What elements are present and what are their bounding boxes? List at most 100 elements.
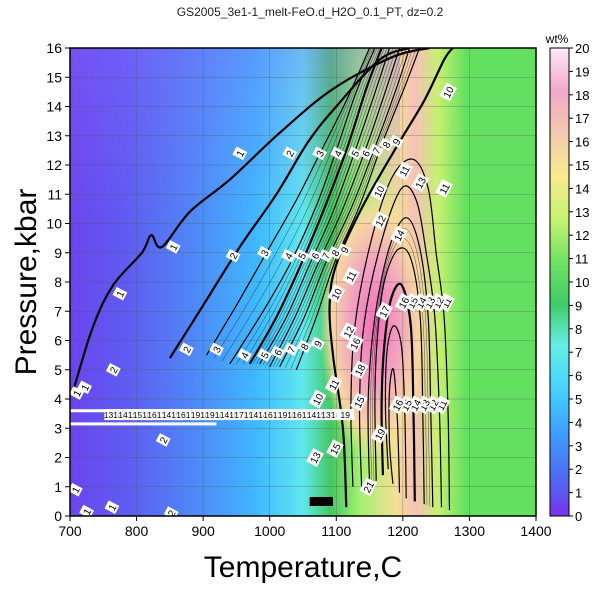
contour-label-box [359,477,378,497]
artifact-label: 1415 [220,410,239,420]
artifact-label: 1617 [176,410,195,420]
contour-label: 8 [327,246,343,260]
contour-label-text: 6 [361,149,374,159]
contour-label-box [370,181,388,201]
contour-label: 4 [236,348,253,362]
contour-label-box [371,211,390,231]
contour-line-10 [328,48,454,508]
artifact-block [309,496,333,506]
contour-label-text: 13 [414,175,429,190]
contour-label-box [179,342,194,357]
contour-minor-line [262,48,394,366]
contour-label: 4 [280,248,296,263]
contour-label: 12 [371,211,390,231]
contour-label-box [209,342,224,357]
contour-line-11 [350,158,451,511]
contour-label-box [403,293,422,312]
artifact-label: 1415 [162,410,181,420]
contour-label-box [388,134,404,149]
y-tick-label: 8 [54,274,62,290]
contour-label: 1 [77,380,92,395]
contour-label-box [236,348,252,362]
contour-label-box [225,248,241,263]
contour-minor-line [256,48,388,365]
contour-label-box [358,146,374,161]
contour-label: 6 [358,146,374,161]
contour-label-box [163,506,179,516]
contour-label-text: 10 [373,184,388,199]
contour-label-text: 21 [362,480,377,495]
contour-label-text: 1 [235,149,248,159]
x-tick-label: 700 [58,523,82,539]
contour-labels: 1111111122222233344455566677788899910101… [70,82,457,518]
contour-label-text: 4 [240,350,253,360]
contour-label: 15 [350,392,368,412]
artifact-label-box [191,409,210,421]
contour-label: 2 [179,342,195,357]
artifact-label-box [292,409,311,421]
contour-line-6 [259,48,391,365]
x-tick-label: 1100 [321,523,351,539]
y-tick-label: 6 [54,333,62,349]
contour-label-text: 1 [107,502,120,512]
contour-label-box [256,246,272,260]
contour-label: 1 [232,146,248,161]
contour-label-box [350,392,368,412]
contour-label: 18 [350,360,369,380]
artifact-label-box [176,409,195,421]
y-tick-label: 11 [47,186,62,202]
contour-label-text: 19 [373,427,388,442]
y-tick-label: 10 [46,216,62,232]
contour-label: 16 [346,333,364,353]
contour-label-box [327,284,346,304]
contour-label-text: 13 [309,450,324,465]
contour-minor-line [221,48,374,362]
artifact-label: 1719 [234,410,253,420]
contour-label: 2 [163,506,179,518]
contour-label-box [388,395,407,415]
contour-label-box [347,146,363,161]
contour-label-box [70,482,83,497]
colorbar-tick-label: 1 [575,486,582,501]
x-tick-label: 800 [125,523,149,539]
x-axis: 700 800 900 1000 1100 1200 1300 1400 [58,516,552,539]
colorbar-tick-label: 9 [575,298,582,313]
contour-label-text: 2 [182,345,195,355]
contour-label-text: 2 [166,508,179,518]
colorbar-tick-label: 8 [575,322,582,337]
contour-label-text: 5 [350,149,363,159]
artifact-label: 1415 [307,410,326,420]
artifact-band: 1318141915181617141516171918191414151719… [70,409,355,506]
contour-line-4 [229,48,376,365]
contour-label-box [439,82,457,102]
contour-label-text: 16 [349,336,364,351]
contour-label-box [155,433,171,447]
contour-label-text: 8 [381,140,394,150]
colorbar-tick-label: 13 [575,205,589,220]
contour-label: 10 [327,284,346,304]
contour-line-17 [388,368,401,493]
artifact-label-box [147,409,166,421]
artifact-label-box [118,409,137,421]
y-tick-label: 2 [54,450,62,466]
contour-label-text: 10 [442,85,457,100]
contour-label: 1 [112,286,128,301]
contour-label: 9 [336,243,352,257]
contour-label-box [394,293,413,312]
contour-label-text: 17 [378,304,393,319]
contour-label-text: 6 [310,251,323,261]
contour-label-box [378,137,394,152]
artifact-label-box [104,409,123,421]
contour-label-box [342,266,360,286]
contour-label-box [346,333,364,353]
contour-label-box [411,173,430,193]
contour-label-box [70,386,85,400]
artifact-stripe [70,422,217,426]
contour-label: 11 [435,178,453,198]
contour-label: 1 [79,504,94,516]
heatmap-peak [320,190,430,460]
contour-label: 2 [155,433,171,447]
contour-minor-line [370,228,431,507]
y-tick-label: 12 [46,157,62,173]
